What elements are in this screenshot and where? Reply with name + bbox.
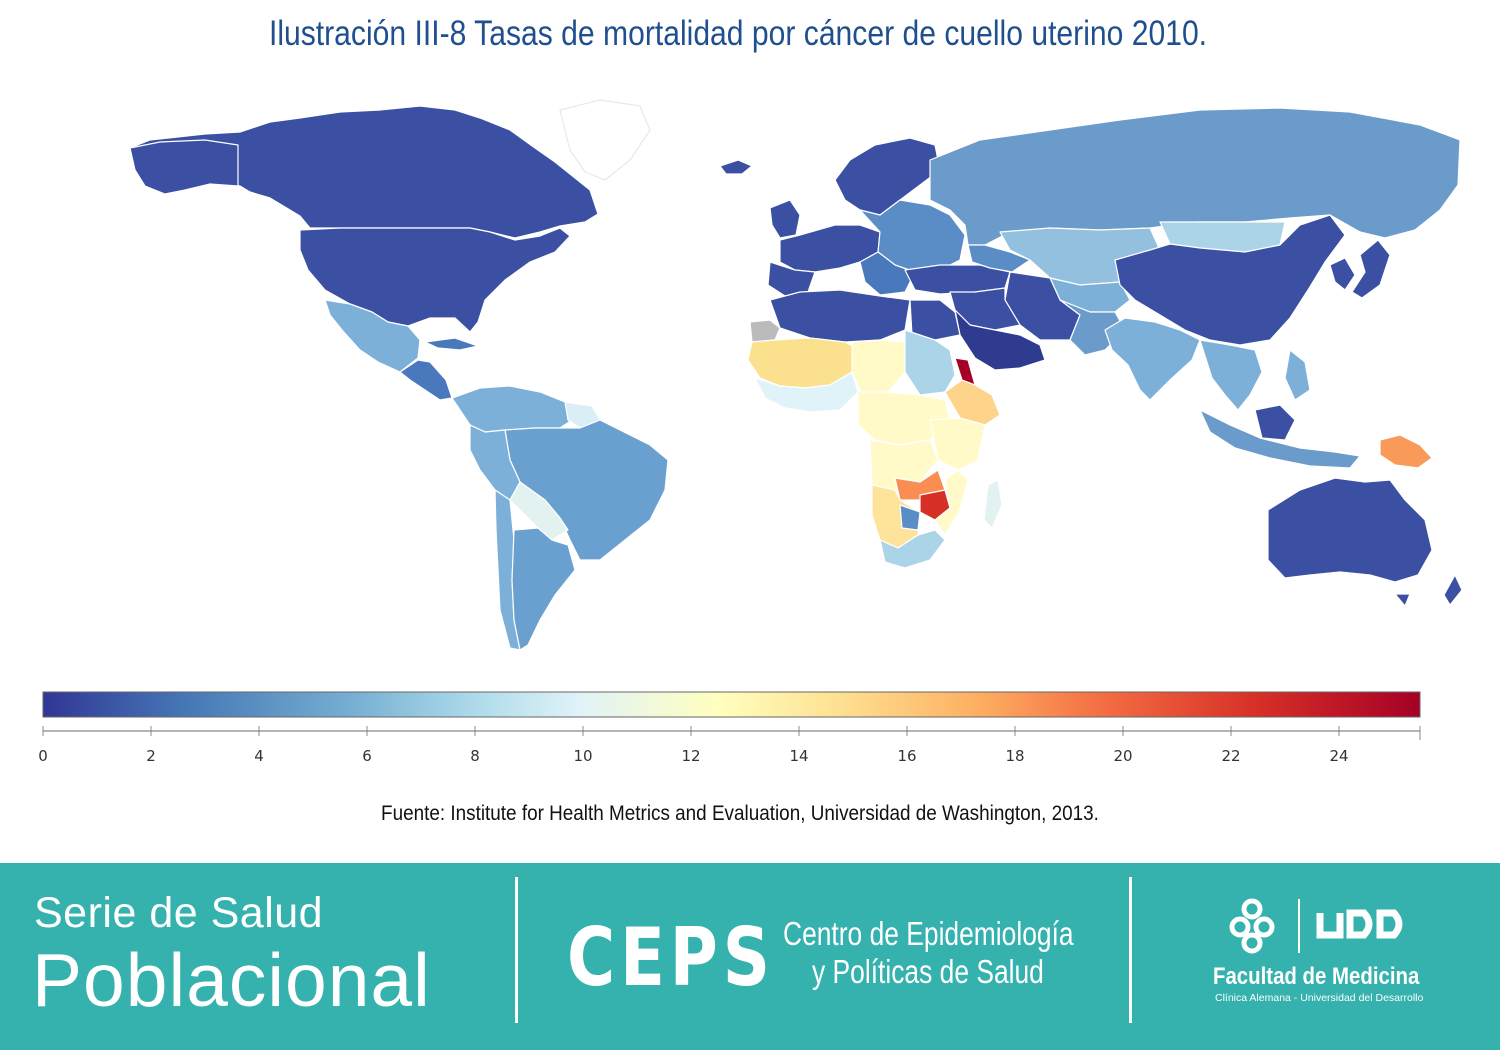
region-south-africa xyxy=(879,529,946,569)
region-balkans xyxy=(859,251,916,296)
region-papua-new-guinea xyxy=(1379,434,1433,469)
faculty-subtitle: Clínica Alemana - Universidad del Desarr… xyxy=(1215,992,1424,1004)
region-southeast-asia xyxy=(1199,339,1263,411)
scale-tick-label-2: 4 xyxy=(254,747,264,765)
scale-tick-label-9: 18 xyxy=(1005,747,1024,765)
scale-tick-label-10: 20 xyxy=(1113,747,1132,765)
udd-wordmark xyxy=(1316,909,1403,939)
footer-divider-left xyxy=(515,877,518,1023)
footer-divider-right xyxy=(1129,877,1132,1023)
udd-cross-icon xyxy=(1229,898,1275,954)
region-borneo xyxy=(1254,404,1296,441)
region-india xyxy=(1104,317,1201,401)
world-choropleth-map xyxy=(129,99,1463,651)
scale-tick-label-7: 14 xyxy=(789,747,808,765)
scale-tick-label-1: 2 xyxy=(146,747,156,765)
page-title: Ilustración III-8 Tasas de mortalidad po… xyxy=(268,14,1208,53)
scale-tick-label-6: 12 xyxy=(681,747,700,765)
region-philippines xyxy=(1284,349,1311,401)
region-cuba xyxy=(424,337,479,351)
scale-tick-label-4: 8 xyxy=(470,747,480,765)
region-greenland xyxy=(559,99,651,181)
series-title-line1: Serie de Salud xyxy=(34,889,324,937)
scale-tick-label-3: 6 xyxy=(362,747,372,765)
region-sudan xyxy=(904,329,956,396)
footer-banner: Serie de Salud Poblacional CEPS Centro d… xyxy=(0,863,1500,1050)
region-alaska xyxy=(129,139,239,195)
region-mozambique xyxy=(934,469,969,536)
color-scale-legend: 0 2 4 6 8 10 12 14 16 18 20 22 24 xyxy=(38,691,1421,765)
source-note: Fuente: Institute for Health Metrics and… xyxy=(381,802,1099,825)
region-western-sahara xyxy=(749,319,781,343)
scale-tick-label-11: 22 xyxy=(1221,747,1240,765)
color-scale-bar xyxy=(42,691,1421,718)
region-iceland xyxy=(719,159,753,175)
faculty-name: Facultad de Medicina xyxy=(1213,963,1420,990)
region-caucasus xyxy=(967,244,1031,273)
region-argentina xyxy=(511,527,576,651)
scale-tick-label-12: 24 xyxy=(1329,747,1348,765)
region-uk-ireland xyxy=(769,199,801,239)
region-botswana xyxy=(899,504,921,531)
scale-tick-label-0: 0 xyxy=(38,747,48,765)
ceps-logo-text: CEPS xyxy=(567,911,775,1004)
region-canada xyxy=(129,105,599,239)
region-korea-japan xyxy=(1329,239,1391,299)
scale-tick-label-8: 16 xyxy=(897,747,916,765)
region-arabia xyxy=(954,309,1046,371)
region-madagascar xyxy=(983,479,1003,529)
series-title-line2: Poblacional xyxy=(32,938,431,1022)
region-australia xyxy=(1267,477,1433,583)
region-mexico xyxy=(324,299,421,373)
region-china xyxy=(1114,214,1346,346)
region-new-zealand xyxy=(1443,574,1463,606)
udd-logo xyxy=(1229,898,1403,954)
scale-tick-label-5: 10 xyxy=(573,747,592,765)
ceps-name-line1: Centro de Epidemiología xyxy=(783,915,1074,952)
ceps-name-line2: y Políticas de Salud xyxy=(812,953,1044,990)
region-indonesia xyxy=(1199,409,1361,469)
region-tasmania xyxy=(1394,593,1411,607)
region-nigeria-chad xyxy=(851,339,906,396)
